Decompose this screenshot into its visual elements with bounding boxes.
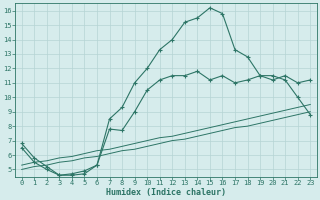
X-axis label: Humidex (Indice chaleur): Humidex (Indice chaleur) — [106, 188, 226, 197]
